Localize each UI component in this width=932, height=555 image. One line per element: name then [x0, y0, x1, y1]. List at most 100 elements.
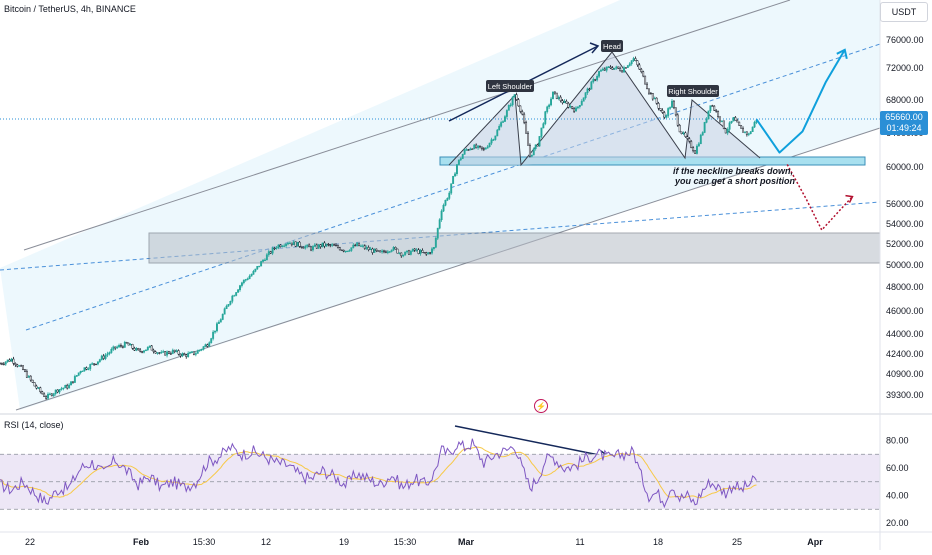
candle-body — [398, 252, 401, 254]
candle-body — [87, 368, 90, 370]
candle-body — [671, 100, 673, 108]
price-tick-label: 44000.00 — [886, 329, 924, 339]
candle-body — [676, 114, 679, 126]
candle-body — [624, 67, 627, 69]
candle-body — [617, 66, 620, 69]
candle-body — [208, 342, 211, 347]
price-tick-label: 42400.00 — [886, 349, 924, 359]
time-tick-label: Feb — [133, 537, 150, 547]
candle-body — [667, 108, 670, 117]
candle-body — [578, 105, 581, 108]
candle-body — [703, 122, 706, 133]
candle-body — [438, 219, 441, 229]
candle-body — [548, 104, 551, 108]
candle-body — [2, 363, 5, 365]
candle-body — [732, 117, 735, 122]
candle-body — [189, 352, 192, 354]
candle-body — [479, 145, 481, 148]
candle-body — [463, 149, 466, 155]
candle-body — [653, 97, 656, 100]
candle-body — [187, 352, 190, 357]
candle-body — [598, 71, 600, 77]
candle-body — [596, 76, 599, 81]
candle-body — [726, 129, 729, 134]
candle-body — [75, 375, 78, 377]
head-label-bg — [601, 40, 623, 52]
candle-body — [214, 330, 216, 333]
candle-body — [139, 349, 142, 352]
candle-body — [27, 375, 30, 378]
candle-body — [415, 249, 418, 251]
candle-body — [43, 393, 46, 397]
candle-body — [6, 359, 9, 363]
candle-body — [661, 110, 664, 113]
candle-body — [632, 58, 635, 61]
candle-body — [242, 279, 245, 284]
breakdown-arrowhead — [845, 194, 854, 203]
candle-body — [177, 350, 180, 355]
candle-body — [231, 295, 234, 302]
flash-icon[interactable]: ⚡ — [534, 399, 548, 413]
candle-body — [413, 248, 416, 251]
candle-body — [728, 122, 731, 130]
candle-body — [672, 100, 675, 109]
candle-body — [52, 393, 55, 397]
candle-body — [288, 242, 291, 245]
candle-body — [496, 129, 499, 137]
candle-body — [465, 149, 468, 151]
rsi-band — [0, 454, 880, 510]
candle-body — [394, 247, 397, 250]
candle-body — [456, 164, 458, 175]
candle-body — [14, 363, 17, 366]
annotation-line-2: you can get a short position — [674, 176, 796, 186]
candle-body — [690, 141, 693, 148]
candle-body — [409, 251, 412, 255]
candle-body — [217, 321, 220, 324]
candle-body — [12, 358, 15, 364]
candle-body — [83, 367, 86, 372]
candle-body — [133, 348, 136, 351]
candle-body — [619, 68, 622, 72]
candle-body — [239, 285, 241, 291]
candle-body — [185, 354, 188, 357]
candle-body — [536, 144, 539, 147]
candle-body — [442, 204, 445, 212]
candle-body — [509, 104, 512, 106]
candle-body — [146, 346, 149, 351]
candle-body — [580, 101, 583, 106]
time-tick-label: 12 — [261, 537, 271, 547]
candle-body — [281, 245, 284, 248]
candle-body — [325, 243, 328, 247]
candle-body — [724, 128, 727, 134]
candle-body — [567, 102, 570, 108]
candle-body — [740, 125, 743, 129]
currency-selector[interactable]: USDT — [880, 2, 928, 22]
price-tick-label: 54000.00 — [886, 219, 924, 229]
candle-body — [432, 247, 435, 250]
candle-body — [649, 92, 652, 95]
candle-body — [553, 91, 556, 94]
candle-body — [638, 64, 641, 70]
candle-body — [335, 244, 337, 247]
candle-body — [392, 247, 395, 251]
candle-body — [256, 266, 259, 270]
candle-body — [131, 344, 134, 349]
candle-body — [371, 248, 374, 253]
candle-body — [720, 120, 723, 122]
candle-body — [532, 148, 535, 156]
candle-body — [194, 353, 197, 355]
candle-body — [58, 389, 61, 393]
rsi-divergence-arrow — [454, 425, 610, 458]
channel-upper-line — [23, 0, 791, 251]
candle-body — [356, 242, 359, 247]
candle-body — [333, 244, 336, 246]
candle-body — [575, 107, 577, 112]
candle-body — [753, 122, 756, 128]
candle-body — [434, 237, 437, 248]
candle-body — [528, 145, 531, 157]
candle-body — [212, 331, 215, 339]
candle-body — [313, 244, 316, 247]
right-shoulder-shape — [685, 100, 760, 158]
candle-body — [294, 241, 297, 247]
candle-body — [651, 93, 654, 100]
